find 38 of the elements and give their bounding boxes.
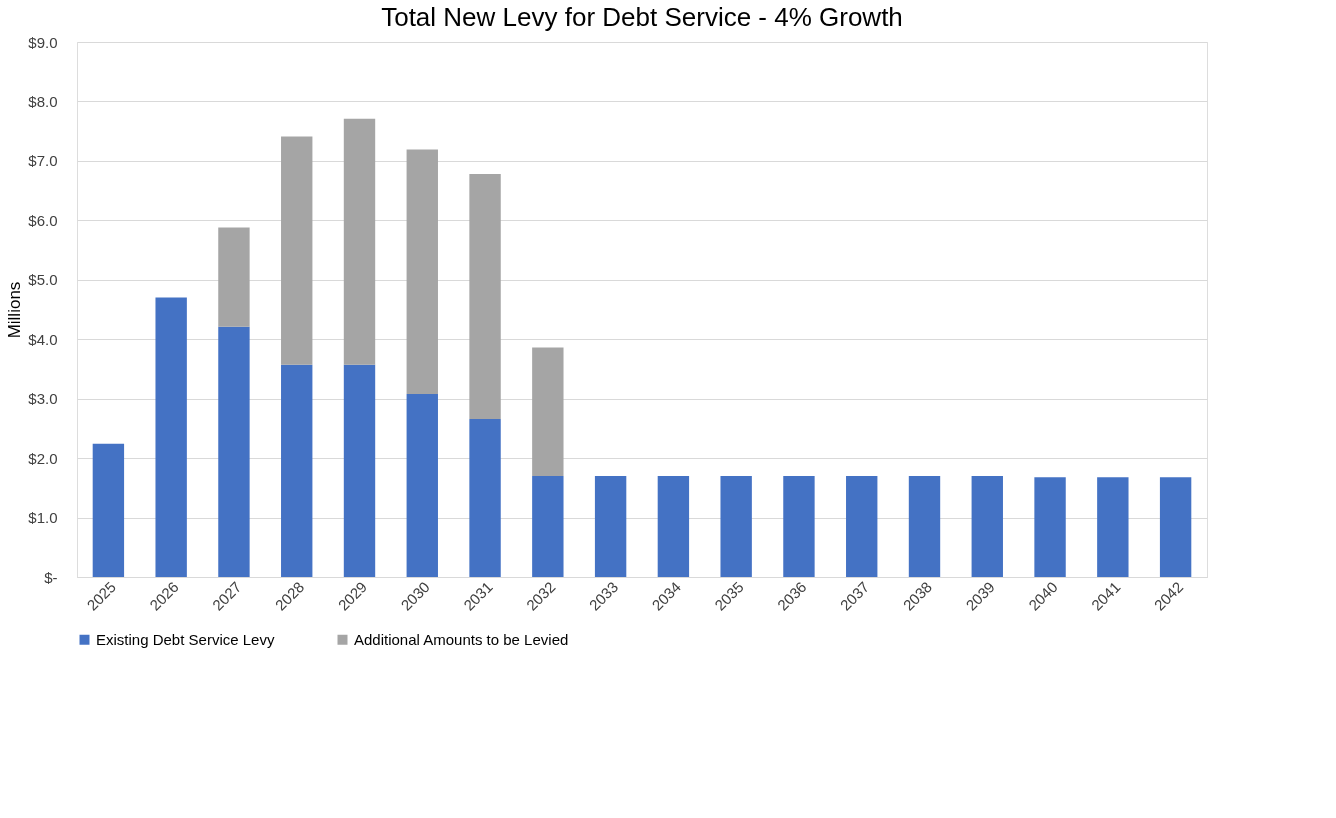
- bar: [469, 418, 501, 577]
- bar: [281, 364, 313, 577]
- bar: [281, 136, 313, 365]
- bar: [1097, 477, 1129, 577]
- bar: [657, 475, 690, 577]
- y-tick-label: $2.0: [28, 449, 58, 467]
- bar: [218, 326, 250, 577]
- bar: [155, 297, 187, 577]
- bar: [343, 118, 376, 365]
- bar: [469, 173, 501, 419]
- bar: [92, 443, 125, 577]
- y-tick-label: $7.0: [28, 152, 58, 170]
- bar: [594, 475, 627, 577]
- y-tick-label: $3.0: [28, 390, 58, 408]
- bar: [532, 475, 564, 577]
- bar: [908, 475, 941, 577]
- y-tick-label: $4.0: [28, 330, 58, 348]
- legend-label: Existing Debt Service Levy: [96, 630, 275, 648]
- bar: [783, 475, 815, 577]
- y-tick-label: $1.0: [28, 509, 58, 527]
- bar: [971, 475, 1003, 577]
- chart-title: Total New Levy for Debt Service - 4% Growth: [381, 2, 903, 32]
- y-tick-label: $5.0: [28, 271, 58, 289]
- bar: [1034, 477, 1066, 577]
- y-tick-label: $9.0: [28, 33, 58, 51]
- bar: [218, 227, 250, 327]
- bar: [846, 475, 878, 577]
- y-tick-label: $8.0: [28, 92, 58, 110]
- y-tick-label: $-: [44, 568, 58, 586]
- bar: [406, 393, 438, 577]
- bar: [720, 475, 752, 577]
- y-axis-title: Millions: [5, 281, 25, 339]
- y-tick-label: $6.0: [28, 211, 58, 229]
- bar: [406, 149, 438, 394]
- bar: [343, 364, 376, 577]
- bar: [532, 347, 564, 476]
- legend-label: Additional Amounts to be Levied: [354, 630, 569, 648]
- bar: [1159, 477, 1192, 577]
